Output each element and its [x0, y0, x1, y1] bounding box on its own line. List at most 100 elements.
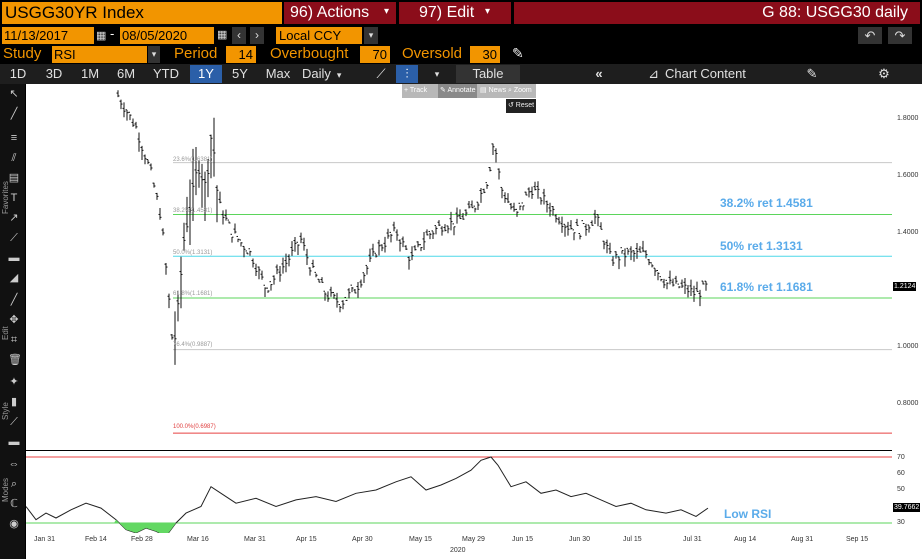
currency-dropdown-icon[interactable]: ▾ [364, 27, 378, 44]
reset-button[interactable]: ↺ Reset [506, 99, 536, 113]
chart-content-label: Chart Content [664, 66, 746, 81]
line-draw-icon[interactable]: ╱ [10, 108, 18, 120]
favorites-label: Favorites [1, 181, 10, 214]
x-tick: Mar 31 [244, 536, 266, 543]
magic-tool-icon[interactable]: ✦ [9, 376, 19, 388]
compare-tool-icon[interactable]: ℂ [10, 498, 18, 510]
period-5y[interactable]: 5Y [232, 66, 248, 81]
period-1y[interactable]: 1Y [190, 65, 222, 83]
end-date-field[interactable]: 08/05/2020 [120, 27, 214, 44]
trend-tool-icon[interactable]: ▤ [8, 172, 20, 184]
range-tool-icon[interactable]: ⇔ [8, 458, 20, 470]
x-tick: Jan 31 [34, 536, 56, 543]
edit-chart-icon[interactable]: ✎ [806, 66, 818, 81]
frequency-caret-icon: ▾ [336, 70, 342, 80]
oversold-field[interactable]: 30 [470, 46, 500, 63]
period-3d[interactable]: 3D [45, 66, 63, 81]
delete-icon[interactable]: 🗑 [8, 354, 22, 366]
bar-chart-icon[interactable]: ⫶ [396, 65, 418, 83]
y-tick: 0.8000 [897, 400, 919, 407]
x-tick: Jun 15 [512, 536, 534, 543]
title-bar: USGG30YR Index 96) Actions ▾ 97) Edit ▾ … [0, 0, 922, 26]
period-1d[interactable]: 1D [9, 66, 27, 81]
redo-icon[interactable]: ↷ [888, 27, 912, 44]
annotate-label: Annotate [447, 87, 476, 94]
fib-small-label: 100.0%(0.6987) [173, 424, 216, 430]
news-tool[interactable]: ▤ News [480, 87, 507, 94]
end-date-text: 08/05/2020 [122, 28, 188, 43]
move-tool-icon[interactable]: ✥ [9, 314, 19, 326]
edit-caret-icon: ▾ [485, 6, 491, 17]
x-tick: Mar 16 [187, 536, 209, 543]
currency-field[interactable]: Local CCY [276, 27, 362, 44]
reset-label: Reset [515, 102, 535, 109]
x-tick: Jul 15 [623, 536, 642, 543]
chart-type-dropdown-icon[interactable]: ▾ [434, 69, 440, 79]
track-tool[interactable]: + Track [404, 87, 428, 94]
arrow-tool-icon[interactable]: ↗ [9, 212, 19, 224]
security-text: USGG30YR Index [5, 3, 144, 22]
rsi-tick: 30 [897, 519, 905, 526]
crop-tool-icon[interactable]: ⌗ [10, 334, 18, 346]
channel-tool-icon[interactable]: ⫽ [11, 152, 17, 164]
bloomberg-icon[interactable]: ◉ [9, 518, 19, 530]
edit-menu[interactable]: 97) Edit ▾ [399, 2, 511, 24]
period-max[interactable]: Max [265, 66, 291, 81]
fib-small-label: 50.0%(1.3131) [173, 250, 213, 256]
zoom-tool-icon[interactable]: ⌕ [10, 478, 18, 490]
study-field[interactable]: RSI [52, 46, 147, 63]
fib-tool-icon[interactable]: ≡ [10, 132, 18, 144]
rsi-panel[interactable]: Low RSI [26, 451, 892, 533]
style-tool-icon[interactable]: ⟋ [10, 416, 18, 428]
rsi-chart-svg [26, 456, 892, 533]
actions-menu[interactable]: 96) Actions ▾ [284, 2, 396, 24]
settings-gear-icon[interactable]: ⚙ [878, 66, 890, 81]
color-tool-icon[interactable]: ▮ [10, 396, 18, 408]
period-field[interactable]: 14 [226, 46, 256, 63]
oversold-label: Oversold [402, 45, 463, 62]
ray-tool-icon[interactable]: ⟋ [10, 232, 18, 244]
currency-text: Local CCY [279, 28, 342, 43]
period-ytd[interactable]: YTD [153, 66, 179, 81]
x-tick: Feb 14 [85, 536, 107, 543]
period-6m[interactable]: 6M [116, 66, 136, 81]
collapse-icon[interactable]: « [595, 66, 603, 81]
rsi-line [26, 456, 709, 533]
page-title-bar: G 88: USGG30 daily [514, 2, 920, 24]
prev-range-button[interactable]: ‹ [232, 27, 246, 44]
table-button[interactable]: Table [456, 65, 520, 83]
edit-label: 97) Edit [419, 4, 475, 21]
y-tick: 1.6000 [897, 172, 919, 179]
x-tick: May 29 [462, 536, 485, 543]
hline-tool-icon[interactable]: ▬ [8, 252, 20, 264]
next-range-button[interactable]: › [250, 27, 264, 44]
fill-tool-icon[interactable]: ▬ [8, 436, 20, 448]
security-field[interactable]: USGG30YR Index [2, 2, 282, 24]
frequency-select[interactable]: Daily ▾ [302, 65, 354, 83]
date-separator: - [110, 26, 115, 41]
study-dropdown-icon[interactable]: ▾ [148, 46, 160, 63]
end-calendar-icon[interactable]: ▦ [217, 29, 228, 41]
zoom-tool[interactable]: ⌕ Zoom [508, 87, 532, 94]
annotate-tool[interactable]: ✎ Annotate [438, 84, 478, 98]
period-1m[interactable]: 1M [80, 66, 100, 81]
x-tick: Aug 31 [791, 536, 814, 543]
x-axis: Jan 31 Feb 14 Feb 28 Mar 16 Mar 31 Apr 1… [26, 533, 892, 559]
rsi-last-tag: 39.7662 [893, 503, 921, 512]
rsi-tick: 60 [897, 470, 905, 477]
pencil-icon[interactable]: ✎ [512, 45, 524, 61]
price-chart-svg [116, 90, 892, 434]
overbought-field[interactable]: 70 [360, 46, 390, 63]
fib-small-label: 76.4%(0.9887) [173, 342, 213, 348]
undo-icon[interactable]: ↶ [858, 27, 882, 44]
chart-content-button[interactable]: ⊿ Chart Content [632, 65, 762, 83]
x-tick: May 15 [409, 536, 432, 543]
pen-tool-icon[interactable]: ╱ [10, 294, 18, 306]
text-tool-icon[interactable]: T [10, 192, 18, 204]
line-chart-icon[interactable]: ⟋ [376, 66, 386, 81]
gann-tool-icon[interactable]: ◢ [9, 272, 19, 284]
start-date-field[interactable]: 11/13/2017 [2, 27, 94, 44]
cursor-icon[interactable]: ↖ [9, 88, 19, 100]
start-calendar-icon[interactable]: ▦ [96, 30, 107, 42]
price-chart-panel[interactable]: 23.6%(1.6381) 38.2%(1.4581) 50.0%(1.3131… [26, 84, 892, 450]
